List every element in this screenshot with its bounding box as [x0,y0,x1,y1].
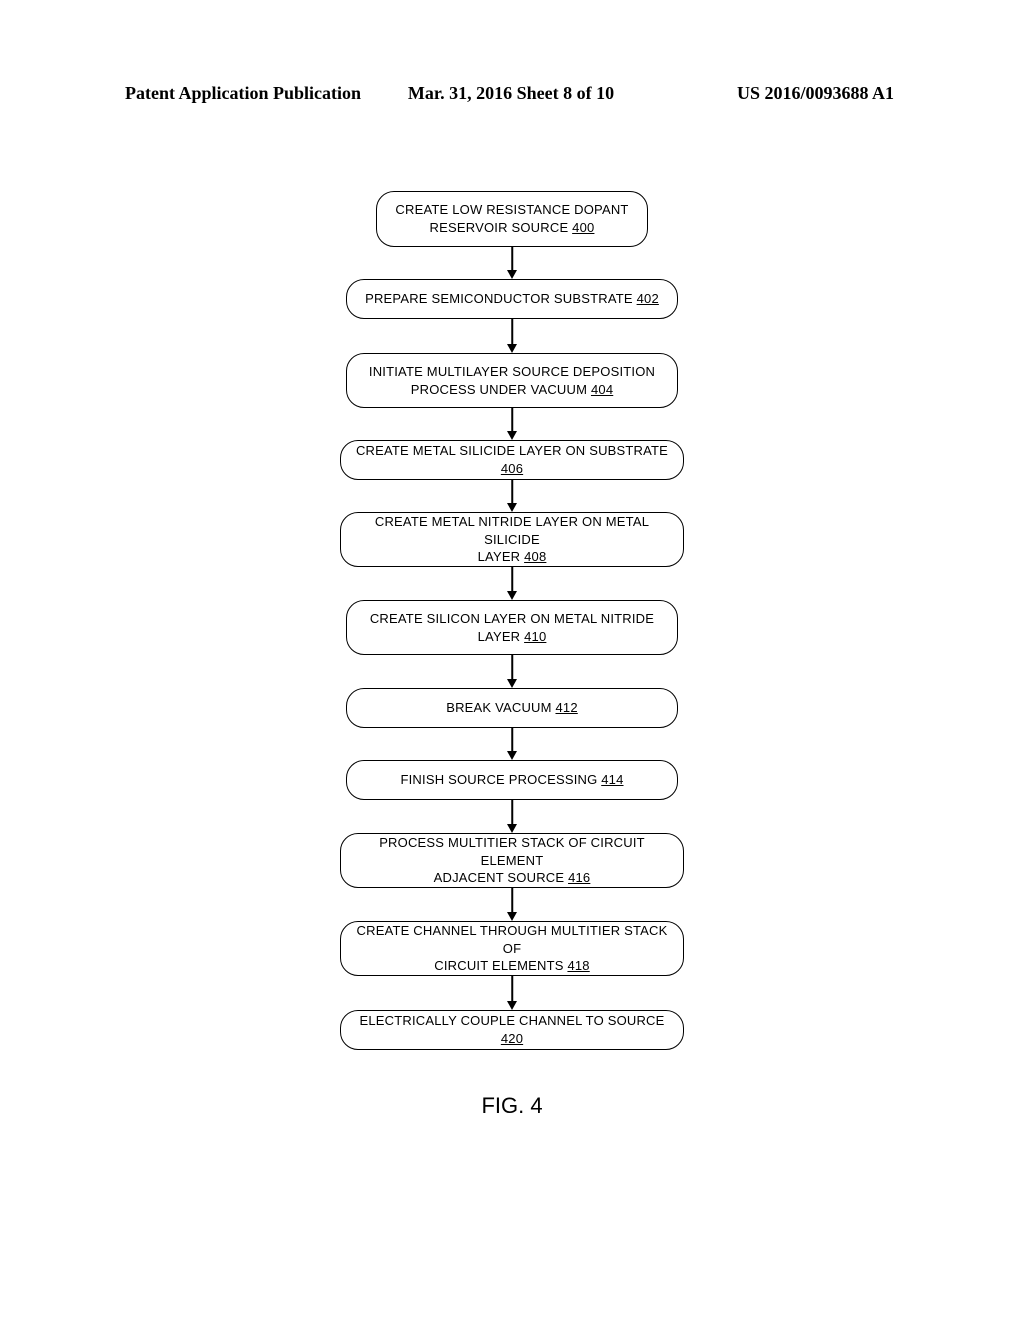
arrow-down-icon [507,270,517,279]
flow-step-ref: 408 [524,549,546,564]
flow-step-ref: 414 [601,772,623,787]
flow-step-line: CREATE CHANNEL THROUGH MULTITIER STACK O… [357,923,668,956]
flow-step-text: INITIATE MULTILAYER SOURCE DEPOSITION PRO… [357,363,667,398]
arrow-down-icon [507,503,517,512]
flow-step-line: INITIATE MULTILAYER SOURCE DEPOSITION [369,364,655,379]
flow-step-line: ELECTRICALLY COUPLE CHANNEL TO SOURCE [359,1013,664,1028]
flow-step-line: CREATE LOW RESISTANCE DOPANT [395,202,628,217]
flow-step-line: BREAK VACUUM [446,700,555,715]
header-right: US 2016/0093688 A1 [737,83,894,104]
flow-step-410: CREATE SILICON LAYER ON METAL NITRIDE LAY… [346,600,678,655]
arrow-down-icon [507,824,517,833]
figure-label: FIG. 4 [0,1093,1024,1119]
flow-step-ref: 410 [524,629,546,644]
arrow-down-icon [507,344,517,353]
flow-connector [511,728,513,751]
flow-step-text: CREATE METAL NITRIDE LAYER ON METAL SILI… [351,513,673,566]
flow-step-text: PREPARE SEMICONDUCTOR SUBSTRATE 402 [357,290,667,308]
flow-step-text: BREAK VACUUM 412 [357,699,667,717]
flow-connector [511,480,513,503]
flow-step-ref: 402 [637,291,659,306]
flow-connector [511,319,513,344]
flow-step-ref: 418 [567,958,589,973]
flow-step-line: RESERVOIR SOURCE [430,220,573,235]
flow-step-400: CREATE LOW RESISTANCE DOPANT RESERVOIR SO… [376,191,648,247]
flow-step-line: ADJACENT SOURCE [434,870,568,885]
flow-step-ref: 420 [501,1031,523,1046]
flow-step-line: PROCESS MULTITIER STACK OF CIRCUIT ELEME… [379,835,645,868]
flow-step-404: INITIATE MULTILAYER SOURCE DEPOSITION PRO… [346,353,678,408]
flow-connector [511,247,513,270]
flow-step-412: BREAK VACUUM 412 [346,688,678,728]
flow-step-line: FINISH SOURCE PROCESSING [400,772,601,787]
header-center: Mar. 31, 2016 Sheet 8 of 10 [318,83,704,104]
flow-connector [511,655,513,679]
flow-step-418: CREATE CHANNEL THROUGH MULTITIER STACK O… [340,921,684,976]
flow-step-ref: 404 [591,382,613,397]
arrow-down-icon [507,912,517,921]
flow-connector [511,888,513,912]
flow-step-line: CIRCUIT ELEMENTS [434,958,567,973]
flow-connector [511,408,513,431]
flow-step-text: ELECTRICALLY COUPLE CHANNEL TO SOURCE 42… [351,1012,673,1047]
flow-step-420: ELECTRICALLY COUPLE CHANNEL TO SOURCE 42… [340,1010,684,1050]
flow-step-text: CREATE LOW RESISTANCE DOPANT RESERVOIR SO… [387,201,637,236]
flow-step-416: PROCESS MULTITIER STACK OF CIRCUIT ELEME… [340,833,684,888]
arrow-down-icon [507,431,517,440]
flow-step-line: CREATE SILICON LAYER ON METAL NITRIDE [370,611,654,626]
flow-step-text: FINISH SOURCE PROCESSING 414 [357,771,667,789]
flow-step-text: CREATE CHANNEL THROUGH MULTITIER STACK O… [351,922,673,975]
flow-step-text: CREATE SILICON LAYER ON METAL NITRIDE LAY… [357,610,667,645]
flow-connector [511,800,513,824]
flow-step-ref: 412 [555,700,577,715]
arrow-down-icon [507,751,517,760]
arrow-down-icon [507,591,517,600]
flow-step-line: LAYER [478,629,524,644]
flow-step-ref: 416 [568,870,590,885]
flow-step-406: CREATE METAL SILICIDE LAYER ON SUBSTRATE… [340,440,684,480]
arrow-down-icon [507,679,517,688]
arrow-down-icon [507,1001,517,1010]
flow-step-text: CREATE METAL SILICIDE LAYER ON SUBSTRATE… [351,442,673,477]
flow-connector [511,976,513,1001]
flow-step-ref: 406 [501,461,523,476]
flow-step-line: PREPARE SEMICONDUCTOR SUBSTRATE [365,291,637,306]
flow-step-408: CREATE METAL NITRIDE LAYER ON METAL SILI… [340,512,684,567]
flow-step-line: LAYER [478,549,524,564]
flow-step-text: PROCESS MULTITIER STACK OF CIRCUIT ELEME… [351,834,673,887]
flow-connector [511,567,513,591]
flow-step-line: PROCESS UNDER VACUUM [411,382,591,397]
flow-step-414: FINISH SOURCE PROCESSING 414 [346,760,678,800]
flow-step-line: CREATE METAL SILICIDE LAYER ON SUBSTRATE [356,443,668,458]
flow-step-line: CREATE METAL NITRIDE LAYER ON METAL SILI… [375,514,649,547]
flow-step-402: PREPARE SEMICONDUCTOR SUBSTRATE 402 [346,279,678,319]
flow-step-ref: 400 [572,220,594,235]
